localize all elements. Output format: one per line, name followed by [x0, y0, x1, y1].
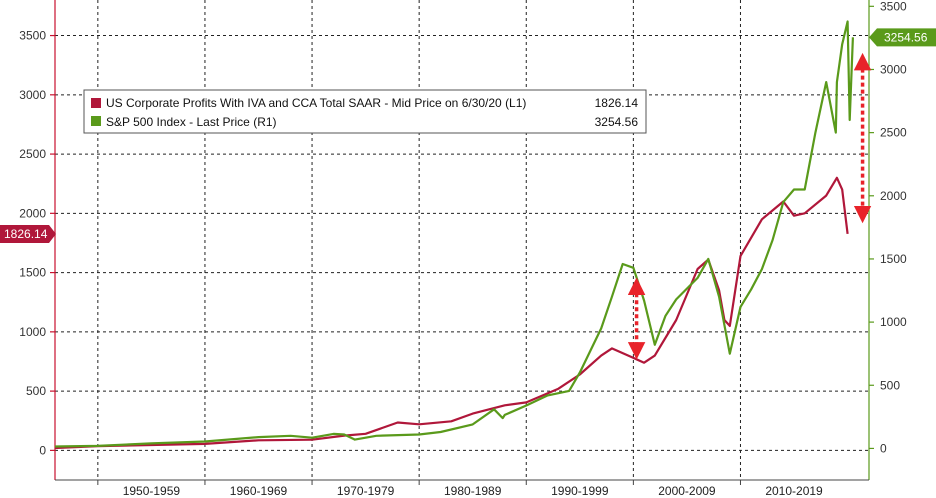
- series-lines: [54, 20, 854, 450]
- left-tick-label-1500: 1500: [19, 266, 46, 280]
- gridlines: [55, 0, 869, 480]
- right-tick-label-3000: 3000: [880, 62, 907, 76]
- right-tick-label-500: 500: [880, 378, 900, 392]
- left-tick-label-2500: 2500: [19, 147, 46, 161]
- left-tick-label-2000: 2000: [19, 206, 46, 220]
- left-tick-label-3500: 3500: [19, 29, 46, 43]
- right-tick-label-0: 0: [880, 441, 887, 455]
- last-value-badge-sp500: 3254.56: [869, 28, 936, 47]
- series-line-sp500: [54, 20, 854, 448]
- series-line-profits: [54, 176, 849, 450]
- right-tick-label-3500: 3500: [880, 0, 907, 13]
- x-tick-label-1980-1989: 1980-1989: [444, 484, 502, 498]
- x-tick-label-1990-1999: 1990-1999: [551, 484, 609, 498]
- x-tick-label-1950-1959: 1950-1959: [123, 484, 181, 498]
- right-tick-label-1500: 1500: [880, 252, 907, 266]
- last-value-badge-profits: 1826.14: [0, 224, 56, 243]
- legend-box: [83, 89, 647, 134]
- left-tick-label-1000: 1000: [19, 325, 46, 339]
- right-tick-label-2000: 2000: [880, 189, 907, 203]
- legend-label-sp500: S&P 500 Index - Last Price (R1): [106, 115, 277, 129]
- right-tick-label-1000: 1000: [880, 315, 907, 329]
- left-tick-label-500: 500: [26, 384, 46, 398]
- badge-value-profits: 1826.14: [4, 227, 48, 241]
- x-axis-ticks: 1950-1959 1960-1969 1970-1979 1980-1989 1990…: [97, 480, 823, 498]
- x-tick-label-2010-2019: 2010-2019: [765, 484, 823, 498]
- x-tick-label-2000-2009: 2000-2009: [658, 484, 716, 498]
- x-tick-label-1970-1979: 1970-1979: [337, 484, 395, 498]
- left-axis-ticks: 0 500 1000 1500 2000 2500 3000 3500: [19, 29, 55, 457]
- legend-swatch-profits: [91, 98, 101, 108]
- legend-label-profits: US Corporate Profits With IVA and CCA To…: [106, 96, 526, 110]
- legend-swatch-sp500: [91, 116, 101, 126]
- legend: US Corporate Profits With IVA and CCA To…: [83, 89, 647, 134]
- x-tick-label-1960-1969: 1960-1969: [230, 484, 288, 498]
- badge-shape-profits: [0, 224, 56, 243]
- right-axis-ticks: 0 500 1000 1500 2000 2500 3000 3500: [869, 0, 907, 455]
- right-tick-label-2500: 2500: [880, 126, 907, 140]
- annotation-arrows: [627, 52, 872, 360]
- left-tick-label-0: 0: [39, 443, 46, 457]
- legend-value-profits: 1826.14: [595, 96, 639, 110]
- badge-value-sp500: 3254.56: [884, 30, 928, 44]
- legend-value-sp500: 3254.56: [595, 115, 639, 129]
- badge-shape-sp500: [869, 28, 936, 47]
- left-tick-label-3000: 3000: [19, 88, 46, 102]
